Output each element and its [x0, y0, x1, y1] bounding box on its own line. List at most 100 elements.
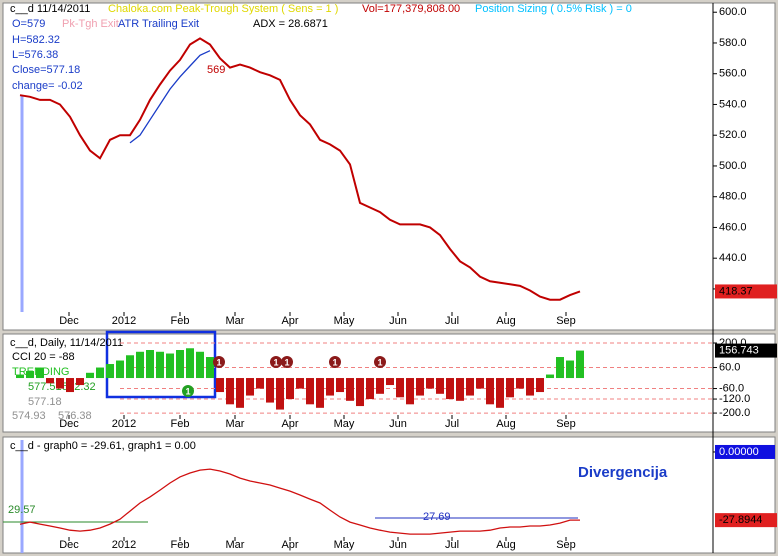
bar [146, 350, 154, 379]
x-tick-label: May [334, 315, 355, 327]
bar [86, 372, 94, 379]
bar [56, 378, 64, 389]
x-tick-label: Jul [445, 315, 459, 327]
bar [456, 378, 464, 401]
bar [186, 348, 194, 379]
high: H=582.32 [12, 34, 60, 46]
bar [126, 355, 134, 379]
y-tick-label: 600.0 [719, 6, 747, 18]
bar [506, 378, 514, 398]
signal-marker [213, 356, 225, 368]
y-tick-label: 560.0 [719, 68, 747, 80]
quote: 576.38 [58, 410, 92, 422]
bar [476, 378, 484, 389]
signal-label: 1 [185, 386, 190, 396]
series-line [19, 37, 581, 301]
x-tick-label: Jun [389, 315, 407, 327]
bar [66, 378, 74, 393]
bar [256, 378, 264, 389]
y-tick-label: 60.0 [719, 361, 740, 373]
signal-label: 1 [284, 357, 289, 367]
note: Divergencija [578, 464, 668, 481]
y-tick-label: 520.0 [719, 129, 747, 141]
x-tick-label: Sep [556, 418, 576, 430]
change: change= -0.02 [12, 80, 83, 92]
series-line [19, 468, 580, 535]
annotation: 569 [207, 64, 225, 76]
bar [326, 378, 334, 396]
bar [226, 378, 234, 405]
bar [486, 378, 494, 405]
x-tick-label: Jul [445, 539, 459, 551]
y-tick-label: 580.0 [719, 37, 747, 49]
bar [556, 357, 564, 379]
bar [166, 353, 174, 379]
bar [106, 364, 114, 379]
close: Close=577.18 [12, 64, 80, 76]
y-tick-label: 500.0 [719, 160, 747, 172]
bar [406, 378, 414, 405]
x-tick-label: Jun [389, 539, 407, 551]
signal-marker [374, 356, 386, 368]
bar [336, 378, 344, 393]
bar [396, 378, 404, 398]
level-label: 29.57 [8, 504, 36, 516]
bar [416, 378, 424, 396]
y-tick-label: 0.00000 [719, 446, 759, 458]
bar [526, 378, 534, 396]
panel-price [2, 2, 776, 331]
y-tick-label: 440.0 [719, 252, 747, 264]
x-tick-label: 2012 [112, 539, 136, 551]
x-tick-label: Mar [226, 315, 245, 327]
bar [306, 378, 314, 405]
y-tick-label: -60.0 [719, 382, 744, 394]
y-tick-label: 540.0 [719, 98, 747, 110]
quote: 577.18 [28, 396, 62, 408]
bar [366, 378, 374, 400]
bar [566, 360, 574, 379]
x-tick-label: Aug [496, 315, 516, 327]
x-tick-label: Sep [556, 315, 576, 327]
x-tick-label: Jun [389, 418, 407, 430]
bar [316, 378, 324, 408]
bar [216, 378, 224, 393]
last-value-box [715, 284, 777, 299]
signal-label: 1 [377, 357, 382, 367]
x-tick-label: Feb [171, 539, 190, 551]
low: L=576.38 [12, 49, 58, 61]
bar [466, 378, 474, 396]
exit-legend: Pk-Tgh Exit [62, 18, 119, 30]
bar [16, 374, 24, 379]
signal-marker [270, 356, 282, 368]
quote: 577.51 [28, 381, 62, 393]
system: Chaloka.com Peak-Trough System ( Sens = … [108, 3, 338, 15]
signal-label: 1 [273, 357, 278, 367]
bar [436, 378, 444, 394]
bar [36, 367, 44, 379]
bar [276, 378, 284, 410]
bar [176, 350, 184, 379]
bar [246, 378, 254, 396]
x-tick-label: Aug [496, 418, 516, 430]
bar [346, 378, 354, 401]
cci-symbol: c__d, Daily, 11/14/2011 [10, 337, 123, 349]
x-tick-label: Sep [556, 539, 576, 551]
bar [356, 378, 364, 407]
bar [156, 351, 164, 379]
bar [96, 367, 104, 379]
bar [376, 378, 384, 394]
x-tick-label: Jul [445, 418, 459, 430]
x-tick-label: Mar [226, 539, 245, 551]
signal-marker [329, 356, 341, 368]
x-tick-label: May [334, 539, 355, 551]
x-tick-label: Apr [281, 418, 298, 430]
x-tick-label: Apr [281, 539, 298, 551]
signal-marker [182, 385, 194, 397]
y-tick-label: -200.0 [719, 407, 750, 419]
bar [46, 378, 54, 384]
bar [196, 351, 204, 379]
tick-box [715, 444, 775, 459]
x-tick-label: Feb [171, 315, 190, 327]
bar [576, 350, 584, 379]
